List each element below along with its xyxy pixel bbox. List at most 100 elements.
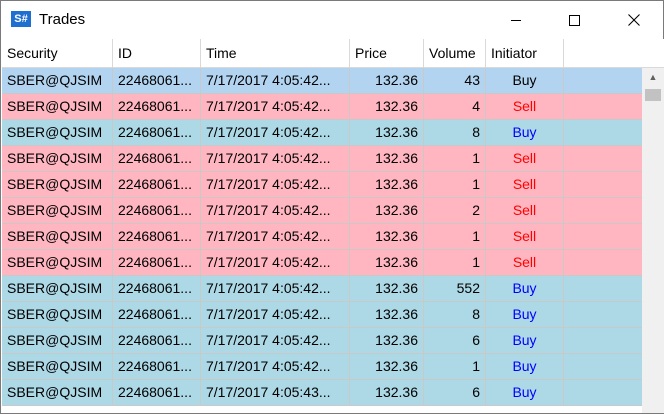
maximize-button[interactable]: [551, 1, 597, 39]
cell-id: 22468061...: [113, 146, 201, 172]
cell-initiator: Sell: [486, 94, 564, 120]
scroll-thumb[interactable]: [645, 89, 661, 101]
cell-id: 22468061...: [113, 94, 201, 120]
table-row[interactable]: SBER@QJSIM 22468061... 7/17/2017 4:05:42..…: [2, 276, 642, 302]
cell-price: 132.36: [350, 68, 424, 94]
cell-time: 7/17/2017 4:05:42...: [201, 276, 350, 302]
cell-volume: 1: [424, 354, 486, 380]
cell-time: 7/17/2017 4:05:42...: [201, 302, 350, 328]
cell-security: SBER@QJSIM: [2, 94, 113, 120]
row-filler: [564, 380, 642, 406]
trades-grid[interactable]: Security ID Time Price Volume Initiator …: [2, 39, 664, 413]
table-row[interactable]: SBER@QJSIM 22468061... 7/17/2017 4:05:42..…: [2, 302, 642, 328]
table-row[interactable]: SBER@QJSIM 22468061... 7/17/2017 4:05:43..…: [2, 380, 642, 406]
column-header-price[interactable]: Price: [350, 39, 424, 68]
cell-initiator: Buy: [486, 354, 564, 380]
cell-id: 22468061...: [113, 380, 201, 406]
table-row[interactable]: SBER@QJSIM 22468061... 7/17/2017 4:05:42..…: [2, 146, 642, 172]
cell-security: SBER@QJSIM: [2, 146, 113, 172]
cell-id: 22468061...: [113, 302, 201, 328]
cell-volume: 8: [424, 302, 486, 328]
cell-volume: 6: [424, 380, 486, 406]
cell-price: 132.36: [350, 302, 424, 328]
cell-security: SBER@QJSIM: [2, 302, 113, 328]
column-header-security[interactable]: Security: [2, 39, 113, 68]
cell-price: 132.36: [350, 198, 424, 224]
close-button[interactable]: [611, 1, 657, 39]
cell-id: 22468061...: [113, 224, 201, 250]
cell-time: 7/17/2017 4:05:42...: [201, 172, 350, 198]
cell-id: 22468061...: [113, 172, 201, 198]
cell-security: SBER@QJSIM: [2, 68, 113, 94]
table-row[interactable]: SBER@QJSIM 22468061... 7/17/2017 4:05:42..…: [2, 328, 642, 354]
table-row[interactable]: SBER@QJSIM 22468061... 7/17/2017 4:05:42..…: [2, 68, 642, 94]
row-filler: [564, 250, 642, 276]
table-row[interactable]: SBER@QJSIM 22468061... 7/17/2017 4:05:42..…: [2, 250, 642, 276]
cell-security: SBER@QJSIM: [2, 198, 113, 224]
grid-header: Security ID Time Price Volume Initiator: [2, 39, 664, 68]
cell-price: 132.36: [350, 328, 424, 354]
scroll-up-icon[interactable]: ▲: [648, 72, 658, 82]
row-filler: [564, 328, 642, 354]
cell-security: SBER@QJSIM: [2, 380, 113, 406]
column-header-id[interactable]: ID: [113, 39, 201, 68]
cell-time: 7/17/2017 4:05:42...: [201, 94, 350, 120]
cell-time: 7/17/2017 4:05:42...: [201, 224, 350, 250]
cell-security: SBER@QJSIM: [2, 328, 113, 354]
cell-price: 132.36: [350, 146, 424, 172]
cell-volume: 2: [424, 198, 486, 224]
row-filler: [564, 146, 642, 172]
minimize-button[interactable]: [493, 1, 539, 39]
cell-volume: 1: [424, 250, 486, 276]
cell-id: 22468061...: [113, 328, 201, 354]
column-header-volume[interactable]: Volume: [424, 39, 486, 68]
cell-price: 132.36: [350, 120, 424, 146]
cell-initiator: Sell: [486, 172, 564, 198]
cell-security: SBER@QJSIM: [2, 276, 113, 302]
cell-time: 7/17/2017 4:05:42...: [201, 328, 350, 354]
maximize-icon: [568, 14, 580, 26]
table-row[interactable]: SBER@QJSIM 22468061... 7/17/2017 4:05:42..…: [2, 198, 642, 224]
column-header-time[interactable]: Time: [201, 39, 350, 68]
cell-time: 7/17/2017 4:05:42...: [201, 250, 350, 276]
cell-time: 7/17/2017 4:05:42...: [201, 354, 350, 380]
row-filler: [564, 120, 642, 146]
cell-volume: 1: [424, 172, 486, 198]
row-filler: [564, 276, 642, 302]
cell-time: 7/17/2017 4:05:42...: [201, 198, 350, 224]
table-row[interactable]: SBER@QJSIM 22468061... 7/17/2017 4:05:42..…: [2, 94, 642, 120]
table-row[interactable]: SBER@QJSIM 22468061... 7/17/2017 4:05:42..…: [2, 120, 642, 146]
cell-price: 132.36: [350, 276, 424, 302]
cell-initiator: Sell: [486, 224, 564, 250]
cell-id: 22468061...: [113, 354, 201, 380]
cell-id: 22468061...: [113, 68, 201, 94]
title-bar[interactable]: S# Trades: [1, 1, 663, 39]
cell-volume: 4: [424, 94, 486, 120]
cell-initiator: Buy: [486, 120, 564, 146]
cell-id: 22468061...: [113, 120, 201, 146]
table-row[interactable]: SBER@QJSIM 22468061... 7/17/2017 4:05:42..…: [2, 354, 642, 380]
cell-volume: 6: [424, 328, 486, 354]
cell-security: SBER@QJSIM: [2, 172, 113, 198]
cell-initiator: Buy: [486, 380, 564, 406]
row-filler: [564, 354, 642, 380]
cell-price: 132.36: [350, 224, 424, 250]
table-row[interactable]: SBER@QJSIM 22468061... 7/17/2017 4:05:42..…: [2, 224, 642, 250]
cell-initiator: Sell: [486, 198, 564, 224]
table-row[interactable]: SBER@QJSIM 22468061... 7/17/2017 4:05:42..…: [2, 172, 642, 198]
row-filler: [564, 302, 642, 328]
cell-id: 22468061...: [113, 250, 201, 276]
cell-security: SBER@QJSIM: [2, 250, 113, 276]
vertical-scrollbar[interactable]: ▲: [642, 68, 664, 413]
cell-price: 132.36: [350, 250, 424, 276]
column-header-initiator[interactable]: Initiator: [486, 39, 564, 68]
cell-volume: 1: [424, 146, 486, 172]
cell-id: 22468061...: [113, 198, 201, 224]
window-title: Trades: [39, 11, 86, 28]
cell-volume: 43: [424, 68, 486, 94]
row-filler: [564, 224, 642, 250]
row-filler: [564, 94, 642, 120]
row-filler: [564, 172, 642, 198]
cell-price: 132.36: [350, 354, 424, 380]
